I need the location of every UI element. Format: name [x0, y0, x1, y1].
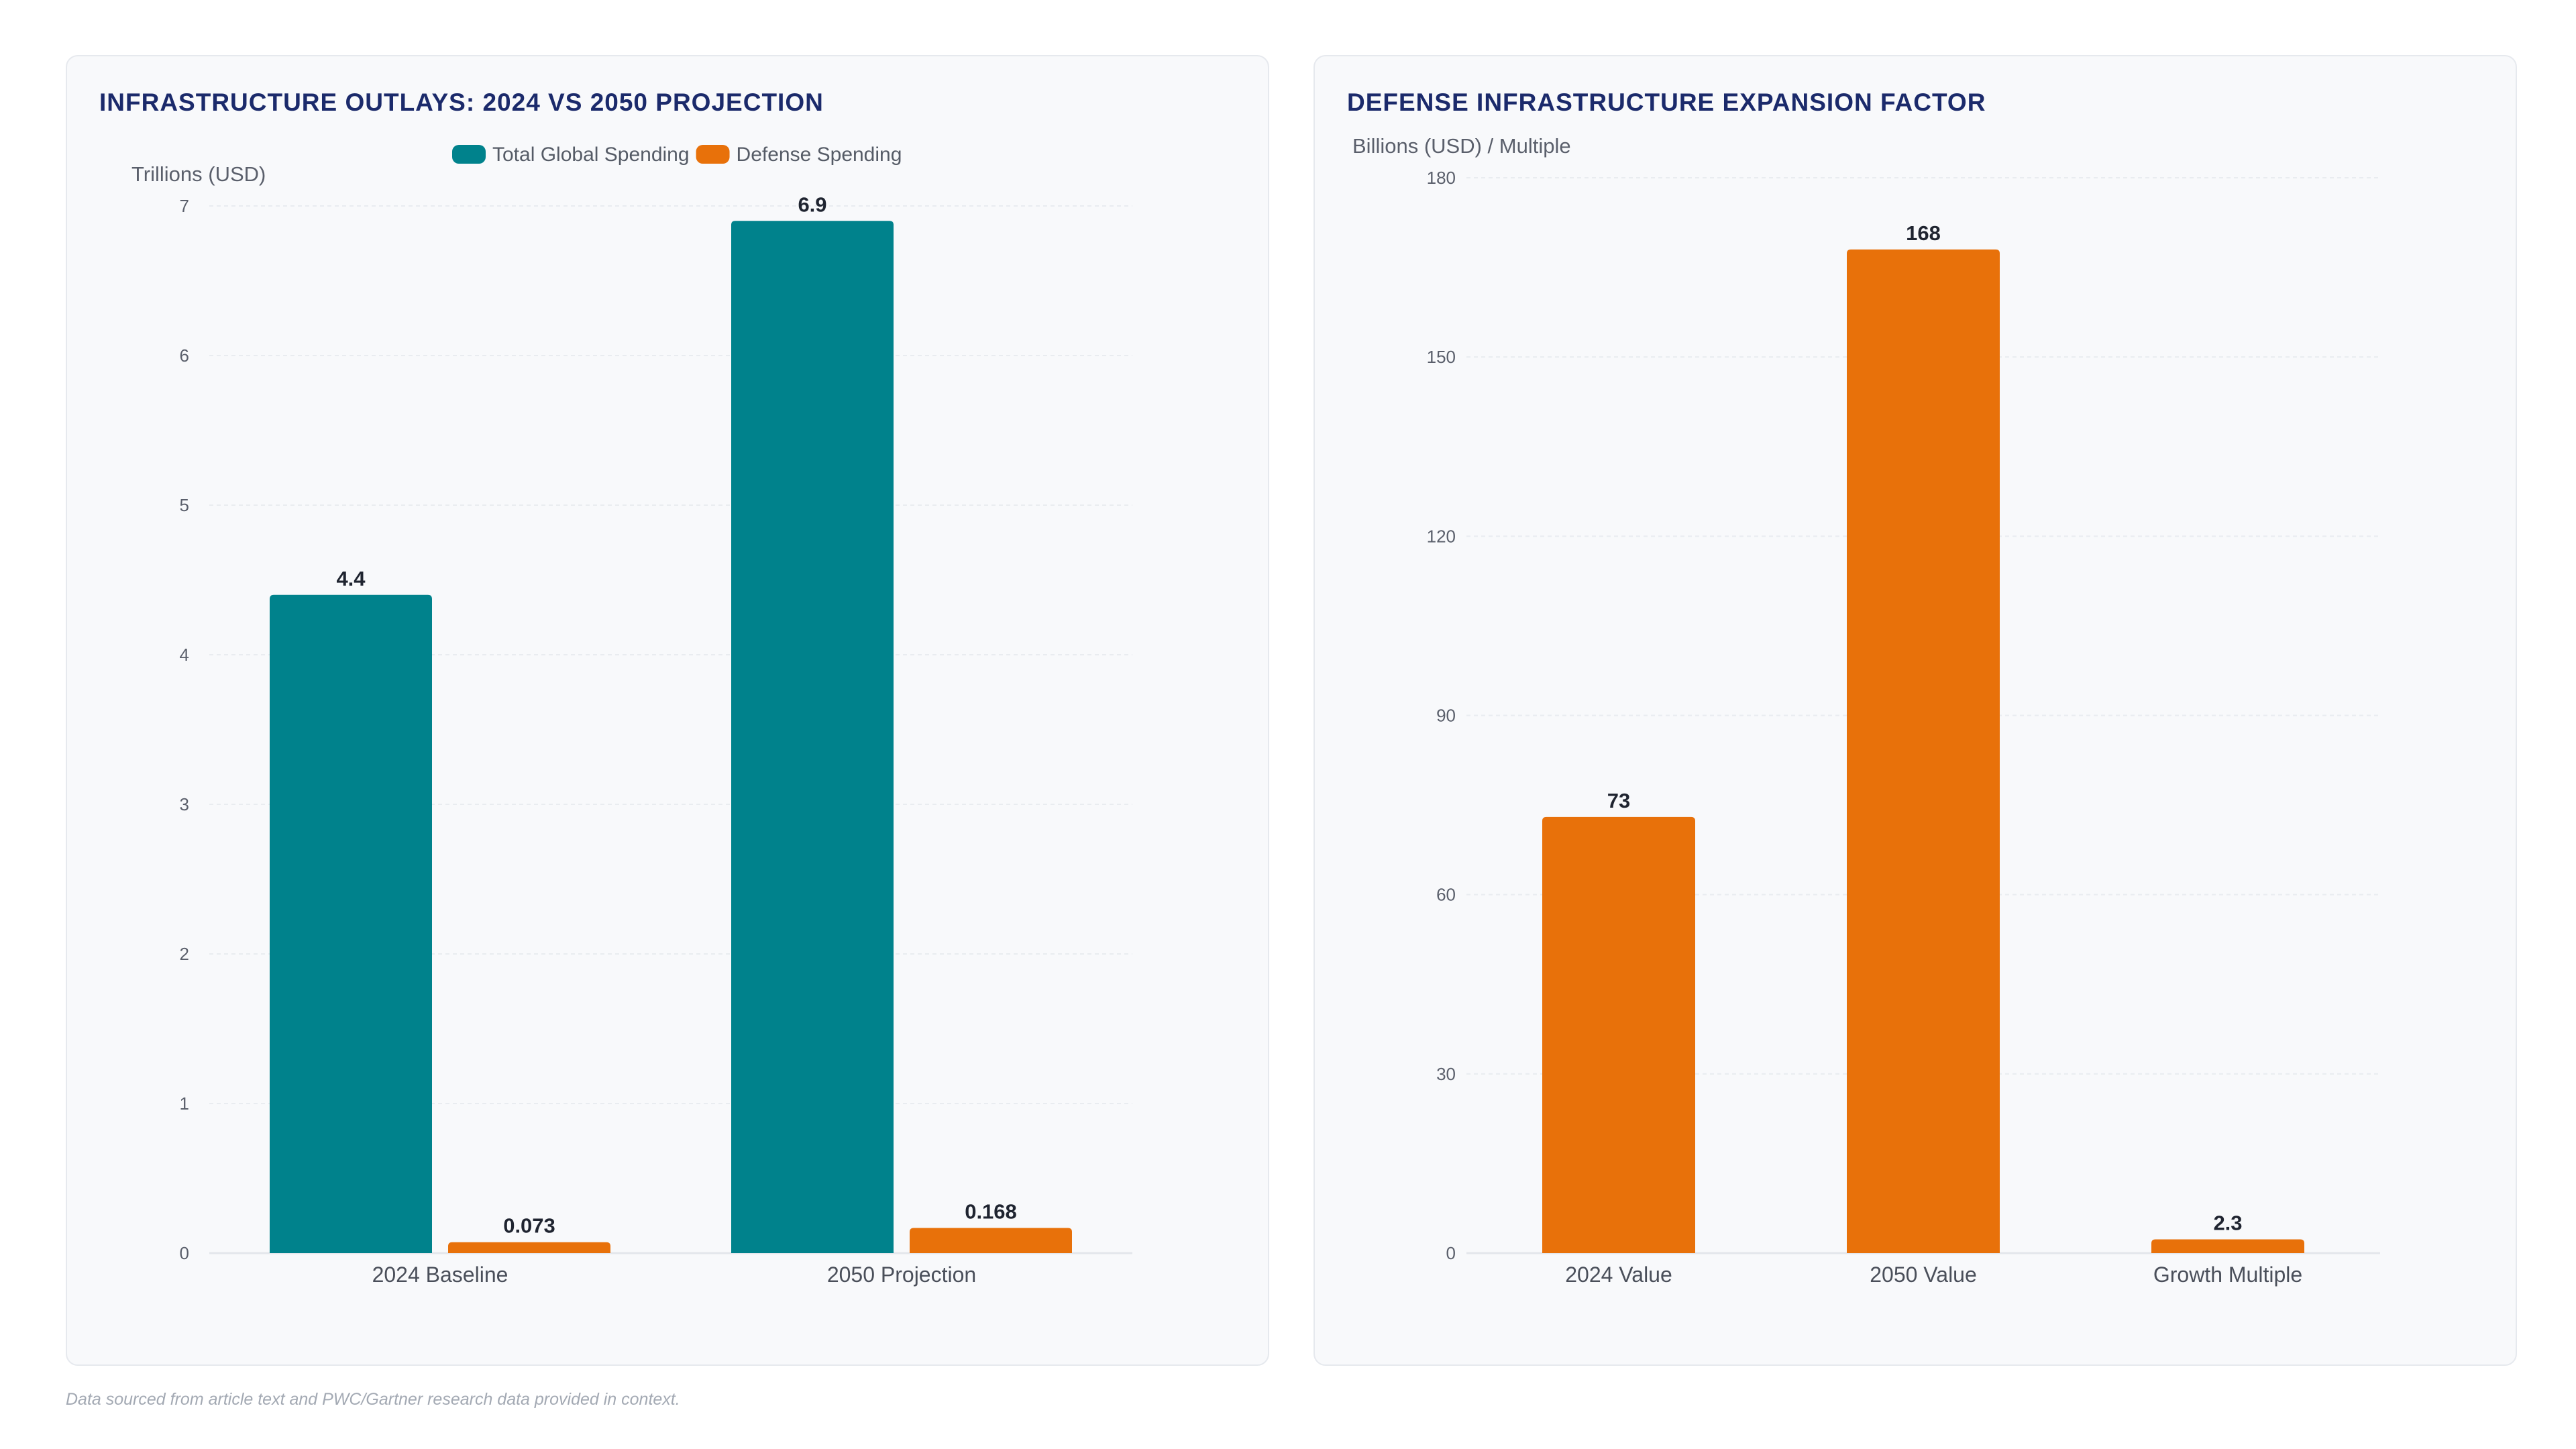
- x-category-label: 2024 Value: [1565, 1263, 1672, 1287]
- chart-panel-outlays: INFRASTRUCTURE OUTLAYS: 2024 VS 2050 PRO…: [66, 55, 1269, 1366]
- outlays-bar-chart: 0 1 2 3 4 5 6 7 Trillions (USD) Total Global Spen…: [131, 144, 1132, 1287]
- x-category-label: 2024 Baseline: [372, 1263, 508, 1287]
- y-axis-title: Billions (USD) / Multiple: [1352, 134, 1571, 158]
- expansion-bar-chart: 0 30 60 90 120 150 180 Billions (USD) / Multipl…: [1352, 134, 2380, 1287]
- y-tick-label: 90: [1436, 706, 1456, 726]
- y-tick-label: 180: [1427, 168, 1456, 188]
- data-label: 0.168: [965, 1200, 1017, 1224]
- y-tick-label: 5: [180, 495, 189, 515]
- data-label: 168: [1906, 221, 1941, 245]
- y-tick-label: 30: [1436, 1064, 1456, 1084]
- y-tick-label: 2: [180, 944, 189, 964]
- legend-swatch: [696, 145, 730, 164]
- y-tick-label: 0: [180, 1243, 189, 1263]
- source-footnote: Data sourced from article text and PWC/G…: [66, 1390, 680, 1409]
- bar: [448, 1242, 610, 1253]
- y-tick-label: 150: [1427, 347, 1456, 367]
- legend-swatch: [452, 145, 486, 164]
- bar: [1847, 249, 2000, 1253]
- data-label: 0.073: [503, 1214, 555, 1238]
- data-label: 4.4: [336, 567, 366, 590]
- y-tick-label: 60: [1436, 885, 1456, 905]
- bar: [2151, 1239, 2304, 1253]
- x-category-label: 2050 Projection: [827, 1263, 976, 1287]
- x-category-label: 2050 Value: [1870, 1263, 1977, 1287]
- y-tick-label: 4: [180, 645, 189, 665]
- chart-panel-expansion: DEFENSE INFRASTRUCTURE EXPANSION FACTOR …: [1313, 55, 2517, 1366]
- y-tick-label: 6: [180, 345, 189, 366]
- y-tick-label: 7: [180, 196, 189, 216]
- y-tick-label: 0: [1446, 1243, 1456, 1263]
- legend-label: Defense Spending: [737, 144, 902, 166]
- legend-label: Total Global Spending: [492, 144, 690, 166]
- data-label: 6.9: [798, 193, 826, 216]
- chart-title: INFRASTRUCTURE OUTLAYS: 2024 VS 2050 PRO…: [99, 89, 824, 116]
- bar: [1542, 816, 1695, 1253]
- y-tick-label: 3: [180, 794, 189, 814]
- bar: [731, 221, 894, 1253]
- chart-title: DEFENSE INFRASTRUCTURE EXPANSION FACTOR: [1347, 89, 1986, 116]
- x-category-label: Growth Multiple: [2153, 1263, 2302, 1287]
- bar: [910, 1228, 1072, 1253]
- y-axis-title: Trillions (USD): [131, 162, 266, 186]
- data-label: 73: [1607, 789, 1630, 812]
- data-label: 2.3: [2213, 1212, 2242, 1235]
- y-tick-label: 1: [180, 1093, 189, 1114]
- bar: [270, 594, 432, 1253]
- y-tick-label: 120: [1427, 526, 1456, 546]
